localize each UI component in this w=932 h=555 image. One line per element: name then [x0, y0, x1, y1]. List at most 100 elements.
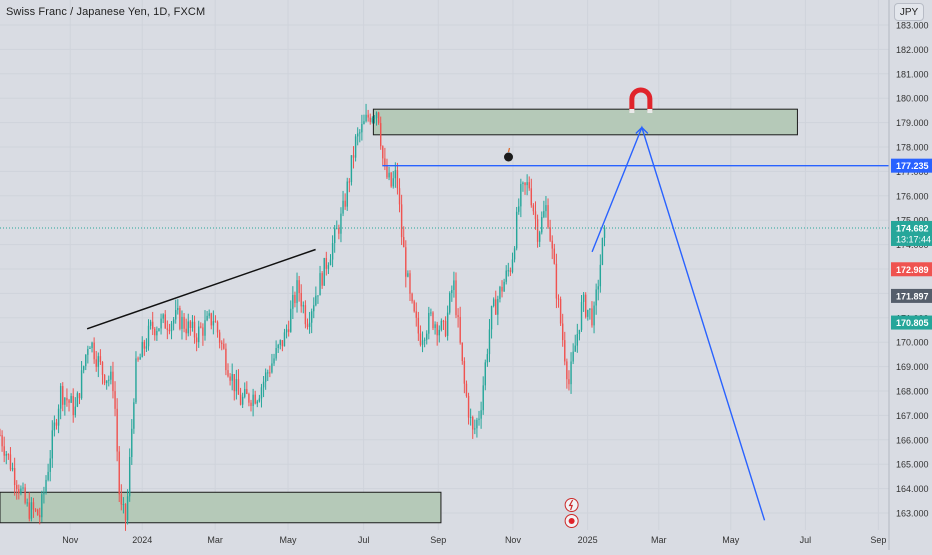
candle-body	[543, 211, 545, 218]
y-tick-label: 179.000	[896, 118, 929, 128]
x-tick-label: Nov	[62, 535, 79, 545]
candle-body	[446, 312, 449, 336]
demand-zone	[0, 491, 442, 524]
candle-body	[187, 321, 189, 334]
candle-body	[438, 329, 440, 336]
candle-body	[363, 121, 365, 124]
candle-body	[18, 489, 20, 494]
x-tick-label: 2024	[132, 535, 152, 545]
candle-body	[321, 273, 323, 286]
candle-body	[428, 312, 430, 334]
x-tick-label: 2025	[578, 535, 598, 545]
candle-body	[108, 379, 110, 381]
candle-body	[279, 340, 281, 345]
candle-body	[99, 356, 102, 363]
candle-body	[105, 380, 108, 384]
candle-body	[24, 487, 26, 503]
y-tick-label: 165.000	[896, 460, 929, 470]
candle-body	[273, 358, 275, 364]
currency-button[interactable]: JPY	[894, 3, 924, 21]
y-tick-label: 164.000	[896, 484, 929, 494]
x-tick-label: Mar	[207, 535, 223, 545]
candle-body	[580, 301, 583, 330]
candle-body	[120, 494, 123, 505]
candle-body	[212, 321, 215, 326]
candle-body	[553, 248, 556, 264]
candle-body	[237, 379, 240, 395]
candle-body	[112, 371, 114, 392]
candle-body	[91, 342, 93, 348]
candle-body	[47, 471, 49, 480]
candle-body	[135, 358, 137, 403]
candle-body	[41, 494, 43, 518]
gridlines	[0, 0, 889, 530]
projection-arrowhead	[635, 126, 649, 134]
candle-body	[185, 328, 187, 334]
candle-body	[338, 228, 340, 234]
candle-body	[158, 328, 160, 331]
candle-body	[601, 237, 604, 265]
candle-body	[392, 178, 394, 187]
candle-body	[444, 320, 447, 336]
candle-body	[57, 408, 60, 426]
candle-body	[306, 324, 309, 327]
candle-body	[177, 308, 179, 311]
candle-body	[166, 328, 169, 330]
candle-body	[16, 484, 18, 490]
green-price-tag	[891, 315, 932, 330]
candle-body	[411, 293, 413, 302]
candle-body	[202, 327, 204, 336]
candle-body	[5, 454, 7, 456]
candle-body	[497, 298, 499, 315]
candle-body	[51, 430, 53, 459]
time-axis[interactable]: Nov 2024 Mar May Jul Sep Nov 2025 Mar May Jul Sep	[62, 535, 886, 545]
candle-body	[572, 351, 574, 362]
candle-body	[361, 123, 363, 133]
candle-body	[95, 359, 97, 367]
candle-body	[371, 118, 374, 122]
candle-body	[417, 317, 420, 334]
current-price-tag	[891, 220, 932, 246]
candle-body	[221, 342, 223, 344]
candle-body	[287, 329, 290, 332]
candle-body	[492, 299, 495, 307]
candle-body	[377, 112, 380, 124]
candle-body	[547, 205, 549, 228]
y-tick-label: 169.000	[896, 362, 929, 372]
red-price-tag-label: 172.989	[896, 265, 929, 275]
candle-body	[170, 323, 173, 332]
candle-body	[110, 371, 112, 380]
candle-body	[13, 468, 16, 485]
candle-body	[555, 263, 558, 299]
red-price-tag	[891, 262, 932, 277]
candle-body	[413, 301, 415, 312]
candle-body	[133, 402, 135, 429]
y-tick-label: 168.000	[896, 387, 929, 397]
candle-body	[126, 496, 129, 521]
candle-body	[93, 342, 95, 360]
candle-body	[131, 428, 133, 458]
candle-body	[145, 346, 148, 349]
x-tick-label: May	[722, 535, 740, 545]
candle-body	[570, 361, 572, 385]
gray-price-tag	[891, 288, 932, 303]
candle-body	[275, 348, 277, 359]
candle-body	[45, 479, 47, 492]
candle-body	[80, 370, 83, 399]
candle-body	[503, 281, 505, 292]
y-tick-label: 183.000	[896, 21, 929, 31]
candle-body	[478, 418, 480, 420]
candle-body	[574, 345, 576, 352]
candle-body	[183, 316, 185, 329]
candle-body	[499, 286, 501, 299]
candle-body	[260, 387, 263, 399]
candle-body	[281, 340, 284, 347]
candle-body	[421, 340, 424, 345]
candle-body	[538, 232, 541, 242]
candle-body	[501, 286, 503, 292]
candle-body	[68, 400, 70, 403]
candle-body	[154, 328, 156, 336]
candle-body	[285, 329, 288, 333]
